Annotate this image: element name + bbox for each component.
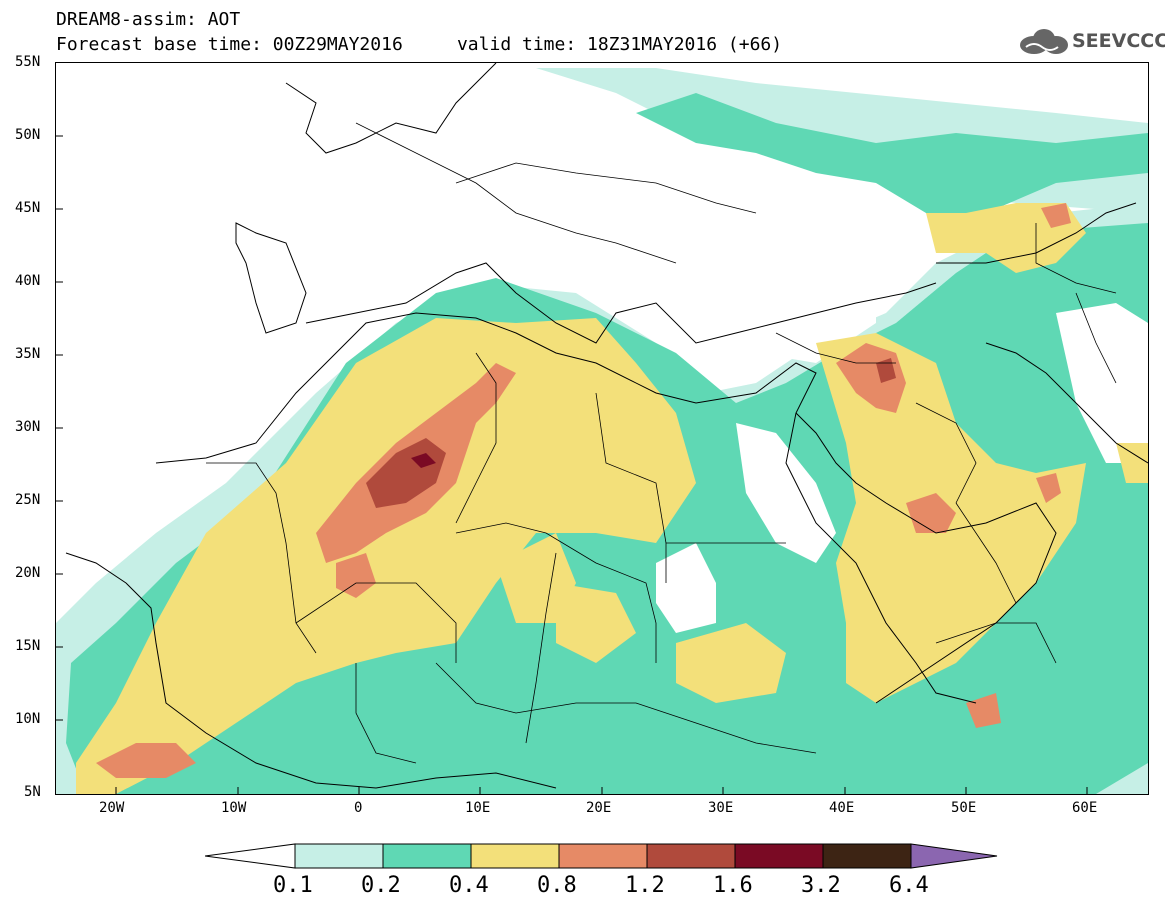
colorbar-bin-4 [558, 843, 648, 869]
lat-label-20n: 20N [15, 565, 41, 581]
colorbar-bin-7 [822, 843, 912, 869]
aot-map [56, 63, 1148, 794]
colorbar-label-1.2: 1.2 [625, 873, 665, 898]
colorbar-label-0.2: 0.2 [361, 873, 401, 898]
lon-label-20w: 20W [99, 800, 125, 816]
lon-label-0: 0 [354, 800, 363, 816]
lon-label-30e: 30E [708, 800, 734, 816]
lat-label-40n: 40N [15, 273, 41, 289]
aot-field-1.6 [411, 453, 436, 468]
lon-label-10w: 10W [221, 800, 247, 816]
colorbar-label-0.8: 0.8 [537, 873, 577, 898]
colorbar-bin-6 [734, 843, 824, 869]
lon-label-50e: 50E [951, 800, 977, 816]
colorbar-label-1.6: 1.6 [713, 873, 753, 898]
title-line-1: DREAM8-assim: AOT [56, 9, 241, 30]
lat-label-50n: 50N [15, 127, 41, 143]
lat-label-30n: 30N [15, 419, 41, 435]
lat-label-25n: 25N [15, 492, 41, 508]
colorbar-label-6.4: 6.4 [889, 873, 929, 898]
title-line-2: Forecast base time: 00Z29MAY2016 valid t… [56, 34, 783, 55]
aot-field-low [56, 63, 1148, 633]
colorbar-bin-5 [646, 843, 736, 869]
map-panel [55, 62, 1149, 795]
lat-label-45n: 45N [15, 200, 41, 216]
lat-label-55n: 55N [15, 54, 41, 70]
lon-label-10e: 10E [465, 800, 491, 816]
colorbar-bin-3 [470, 843, 560, 869]
colorbar-bin-2 [382, 843, 472, 869]
colorbar-bin-1 [294, 843, 384, 869]
graticule-ticks [56, 135, 1088, 794]
colorbar-label-0.4: 0.4 [449, 873, 489, 898]
lat-label-5n: 5N [24, 784, 41, 800]
colorbar-below-arrow [205, 843, 296, 869]
cloud-icon [1020, 29, 1068, 54]
lon-label-20e: 20E [586, 800, 612, 816]
colorbar-label-0.1: 0.1 [273, 873, 313, 898]
logo-text: SEEVCCC [1072, 30, 1165, 52]
lat-label-10n: 10N [15, 711, 41, 727]
lon-label-40e: 40E [829, 800, 855, 816]
lat-label-15n: 15N [15, 638, 41, 654]
colorbar-label-3.2: 3.2 [801, 873, 841, 898]
colorbar [205, 843, 998, 869]
lat-label-35n: 35N [15, 346, 41, 362]
lon-label-60e: 60E [1072, 800, 1098, 816]
colorbar-above-arrow [910, 843, 998, 869]
country-borders [206, 122, 1117, 764]
